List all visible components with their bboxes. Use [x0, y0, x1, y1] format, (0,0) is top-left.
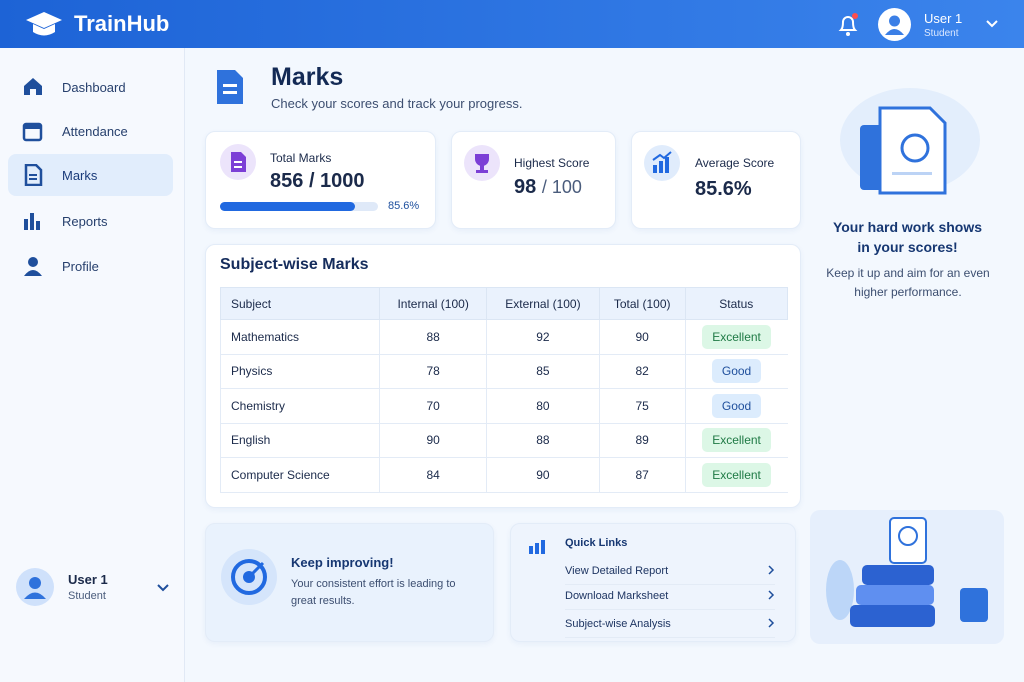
- status-badge: Excellent: [702, 428, 771, 453]
- stat-card-average: Average Score 85.6%: [631, 131, 801, 229]
- promo-illustration: [840, 88, 980, 195]
- stat-percent: 85.6%: [388, 200, 420, 212]
- cell-status: Excellent: [684, 457, 788, 493]
- cell-external: 80: [486, 388, 600, 424]
- user-avatar[interactable]: [878, 8, 911, 41]
- column-header: External (100): [486, 287, 600, 320]
- nav-item[interactable]: Profile: [8, 245, 173, 287]
- stat-total: / 100: [541, 177, 582, 197]
- quick-link-label: Subject-wise Analysis: [565, 618, 671, 630]
- stat-value: 98: [514, 176, 537, 198]
- quick-link-label: Download Marksheet: [565, 590, 669, 602]
- table-row: Computer Science 84 90 87 Excellent: [219, 457, 788, 493]
- status-badge: Excellent: [702, 324, 771, 349]
- progress-track: [220, 202, 378, 211]
- cell-internal: 90: [379, 422, 487, 458]
- column-header: Internal (100): [379, 287, 488, 320]
- sidebar-user-toggle[interactable]: [156, 583, 170, 593]
- promo-text: Keep it up and aim for an even higher pe…: [826, 266, 990, 299]
- brand-logo: [26, 12, 62, 36]
- quick-links-card: Quick Links View Detailed Report Download…: [510, 523, 796, 642]
- nav-label: Marks: [62, 167, 98, 183]
- user-role: Student: [924, 28, 959, 39]
- sidebar-avatar: [16, 568, 54, 606]
- nav-item[interactable]: Marks: [8, 154, 173, 196]
- cell-internal: 78: [379, 353, 487, 389]
- quick-links-title: Quick Links: [565, 537, 628, 549]
- user-name: User 1: [924, 11, 963, 26]
- stat-card-highest: Highest Score 98 / 100: [451, 131, 616, 229]
- brand-name: TrainHub: [74, 11, 170, 36]
- nav-item[interactable]: Attendance: [8, 110, 173, 152]
- motivation-title: Keep improving!: [291, 555, 394, 570]
- table-row: Physics 78 85 82 Good: [219, 353, 788, 389]
- cell-external: 85: [486, 353, 600, 389]
- stat-card-total: Total Marks 856 / 1000 85.6%: [205, 131, 436, 229]
- nav-label: Profile: [62, 258, 99, 274]
- quick-link[interactable]: Subject-wise Analysis: [565, 618, 775, 638]
- column-header: Subject: [219, 287, 381, 320]
- cell-status: Good: [684, 353, 788, 389]
- cell-subject: Physics: [219, 353, 380, 389]
- stat-label: Average Score: [695, 156, 775, 170]
- motivation-text: Your consistent effort is leading to gre…: [291, 578, 456, 607]
- sidebar-user-name: User 1: [68, 572, 108, 587]
- quick-link-label: View Detailed Report: [565, 565, 669, 577]
- cell-subject: Mathematics: [219, 319, 380, 355]
- cell-internal: 88: [379, 319, 487, 355]
- cell-internal: 84: [379, 457, 487, 493]
- progress-fill: [220, 202, 356, 211]
- table-row: Mathematics 88 92 90 Excellent: [219, 319, 788, 355]
- nav-item[interactable]: Dashboard: [8, 66, 173, 108]
- cell-subject: Chemistry: [219, 388, 380, 424]
- column-header: Status: [684, 287, 789, 320]
- page-icon: [217, 70, 243, 104]
- cell-internal: 70: [379, 388, 487, 424]
- books-illustration: [810, 510, 1004, 644]
- motivation-card: Keep improving! Your consistent effort i…: [205, 523, 494, 642]
- cell-status: Excellent: [684, 422, 788, 458]
- status-badge: Excellent: [702, 462, 771, 487]
- cell-total: 82: [598, 353, 686, 389]
- user-menu-toggle[interactable]: [985, 18, 999, 30]
- promo-title: Your hard work shows in your scores!: [832, 219, 983, 255]
- quick-link[interactable]: Download Marksheet: [565, 590, 775, 610]
- cell-external: 88: [486, 422, 600, 458]
- stat-total: / 1000: [308, 170, 365, 192]
- status-badge: Good: [711, 359, 762, 384]
- stat-label: Highest Score: [514, 156, 590, 170]
- table-row: English 90 88 89 Excellent: [219, 422, 788, 458]
- top-bar: TrainHub User 1 Student: [0, 0, 1024, 48]
- subject-marks-card: Subject-wise Marks Subject Internal (100)…: [205, 244, 801, 508]
- status-badge: Good: [711, 393, 762, 418]
- table-row: Chemistry 70 80 75 Good: [219, 388, 788, 424]
- nav-label: Attendance: [62, 123, 128, 139]
- cell-total: 75: [598, 388, 686, 424]
- sidebar-user-role: Student: [68, 590, 106, 602]
- column-header: Total (100): [598, 287, 686, 320]
- quick-link[interactable]: View Detailed Report: [565, 565, 775, 585]
- nav-label: Reports: [62, 213, 108, 229]
- page-subtitle: Check your scores and track your progres…: [271, 96, 523, 111]
- stat-value: 856: [270, 170, 304, 192]
- cell-external: 90: [486, 457, 600, 493]
- stat-label: Total Marks: [270, 151, 332, 165]
- cell-status: Excellent: [684, 319, 788, 355]
- marks-table: Subject Internal (100) External (100) Total…: [219, 287, 789, 493]
- nav-item[interactable]: Reports: [8, 200, 173, 242]
- cell-subject: Computer Science: [219, 457, 380, 493]
- table-title: Subject-wise Marks: [220, 256, 369, 273]
- cell-total: 87: [598, 457, 686, 493]
- cell-subject: English: [219, 422, 380, 458]
- sidebar: Dashboard Attendance Marks Reports Profile U…: [0, 48, 185, 682]
- cell-total: 89: [598, 422, 686, 458]
- cell-external: 92: [486, 319, 600, 355]
- stat-value: 85.6%: [695, 178, 752, 200]
- page-title: Marks: [271, 63, 344, 91]
- cell-total: 90: [598, 319, 686, 355]
- notification-bell[interactable]: [836, 12, 860, 38]
- nav-label: Dashboard: [62, 79, 126, 95]
- cell-status: Good: [684, 388, 788, 424]
